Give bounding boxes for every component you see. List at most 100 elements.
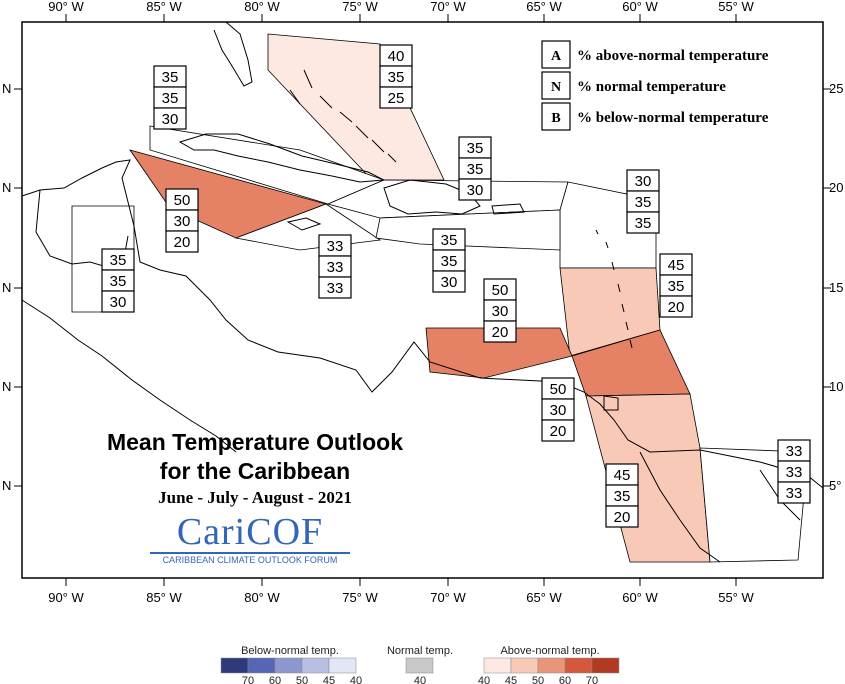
colorbar-swatches (220, 657, 620, 674)
probability-value: 33 (327, 238, 344, 255)
colorbar-below-swatch (274, 657, 303, 674)
lat-label: N (2, 280, 11, 295)
lon-label: 85° W (146, 590, 182, 605)
probability-cell (659, 295, 693, 318)
probability-value: 33 (327, 259, 344, 276)
lat-label: N (2, 81, 11, 96)
probability-value: 20 (668, 299, 685, 316)
probability-value: 30 (110, 294, 127, 311)
probability-cell (101, 290, 135, 313)
colorbar-tick-label: 40 (350, 675, 362, 684)
lat-labels-right: 25 20 15 10 5° (829, 81, 843, 493)
probability-cell (483, 320, 517, 343)
colorbar-above-swatch (564, 657, 593, 674)
key-letter-above: A (551, 49, 562, 64)
probability-box-guyana: 45 35 20 (605, 463, 639, 528)
probability-cell (165, 230, 199, 253)
colorbar-normal-swatch (405, 657, 434, 674)
key-box-below (541, 102, 571, 131)
lon-label: 55° W (718, 590, 754, 605)
probability-value: 45 (614, 467, 631, 484)
probability-box-cuba-west: 35 35 30 (153, 65, 187, 130)
lon-label: 90° W (48, 590, 84, 605)
probability-box-abc-islands: 50 30 20 (483, 278, 517, 343)
probability-value: 30 (492, 303, 509, 320)
probability-cell (777, 481, 811, 504)
colorbar-tick-label: 45 (323, 675, 335, 684)
probability-box-suriname-guiana: 33 33 33 (777, 439, 811, 504)
central-america-coastline (21, 159, 824, 489)
lon-label: 90° W (48, 0, 84, 14)
probability-value: 30 (162, 111, 179, 128)
probability-value: 33 (786, 464, 803, 481)
colorbar-above-label: Above-normal temp. (500, 645, 599, 657)
lon-labels-top: 90° W 85° W 80° W 75° W 70° W 65° W 60° … (48, 0, 754, 14)
caricof-logo: CariCOF CARIBBEAN CLIMATE OUTLOOK FORUM (150, 512, 350, 565)
probability-value: 35 (162, 90, 179, 107)
lat-label: N (2, 180, 11, 195)
lon-label: 55° W (718, 0, 754, 14)
colorbar-tick-label: 60 (269, 675, 281, 684)
probability-box-windwards: 45 35 20 (659, 253, 693, 318)
region-polygons (71, 33, 809, 563)
colorbar-tick-label: 50 (532, 675, 544, 684)
colorbar-below-swatch (301, 657, 330, 674)
colorbar-ticks: 70 60 50 45 40 40 40 45 50 60 70 (242, 675, 598, 684)
probability-cell (153, 107, 187, 130)
colorbar-above-swatch (483, 657, 512, 674)
lon-labels-bottom: 90° W 85° W 80° W 75° W 70° W 65° W 60° … (48, 590, 754, 605)
lon-ticks (65, 14, 737, 586)
hispaniola-coastline (383, 179, 481, 215)
probability-value: 35 (635, 194, 652, 211)
lat-label: N (2, 478, 11, 493)
colorbar-tick-label: 45 (505, 675, 517, 684)
probability-value: 30 (174, 213, 191, 230)
probability-value: 30 (467, 182, 484, 199)
probability-value: 33 (786, 485, 803, 502)
lon-label: 75° W (342, 0, 378, 14)
colorbar-tick-label: 70 (242, 675, 254, 684)
colorbar-tick-label: 40 (414, 675, 426, 684)
map-title-line-2: for the Caribbean (159, 458, 351, 484)
probability-value: 33 (327, 280, 344, 297)
probability-value: 25 (388, 90, 405, 107)
probability-key: A N B % above-normal temperature % norma… (541, 40, 769, 131)
probability-box-cayman-jamaica-sea: 50 30 20 (165, 188, 199, 253)
colorbar-tick-label: 40 (478, 675, 490, 684)
probability-value: 35 (441, 253, 458, 270)
lat-label: 15 (829, 280, 843, 295)
probability-value: 30 (550, 402, 567, 419)
probability-value: 20 (614, 509, 631, 526)
key-letter-normal: N (551, 80, 561, 95)
trinidad-coastline (603, 395, 619, 411)
lat-ticks (14, 88, 831, 487)
probability-cell (432, 270, 466, 293)
lon-label: 60° W (622, 0, 658, 14)
colorbar-below-swatch (247, 657, 276, 674)
probability-cell (626, 211, 660, 234)
lon-label: 80° W (244, 590, 280, 605)
probability-cell (379, 86, 413, 109)
probability-value: 50 (550, 381, 567, 398)
probability-value: 50 (492, 282, 509, 299)
probability-value: 33 (786, 443, 803, 460)
bahamas-islands (289, 69, 397, 163)
probability-cell (605, 505, 639, 528)
colorbar: Below-normal temp. Normal temp. Above-no… (220, 645, 620, 684)
probability-cell (318, 276, 352, 299)
map-title-line-1: Mean Temperature Outlook (106, 429, 404, 455)
lon-label: 85° W (146, 0, 182, 14)
probability-cell (458, 178, 492, 201)
probability-value: 35 (388, 69, 405, 86)
colorbar-tick-label: 50 (296, 675, 308, 684)
key-text-below: % below-normal temperature (577, 110, 769, 126)
probability-box-belize: 35 35 30 (101, 248, 135, 313)
probability-boxes: 4035253535305030203535303035353535303333… (101, 44, 811, 528)
colorbar-above-swatch (591, 657, 620, 674)
coastlines (21, 21, 824, 563)
colorbar-tick-label: 70 (586, 675, 598, 684)
lon-label: 65° W (526, 0, 562, 14)
caricof-logo-subtitle: CARIBBEAN CLIMATE OUTLOOK FORUM (150, 552, 350, 565)
probability-box-jamaica: 33 33 33 (318, 234, 352, 299)
